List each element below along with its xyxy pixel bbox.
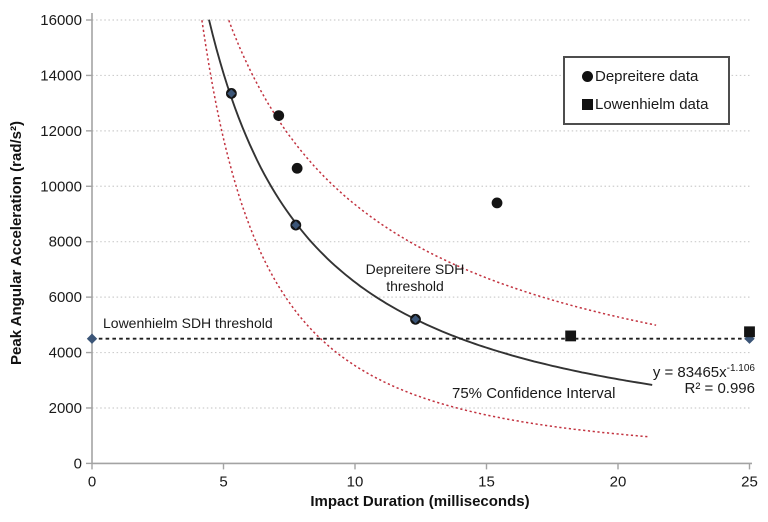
x-axis-label: Impact Duration (milliseconds)	[310, 493, 530, 510]
x-tick-label: 10	[347, 473, 364, 490]
square-marker-icon	[582, 98, 593, 110]
x-tick-label: 15	[478, 473, 495, 490]
y-tick-label: 10000	[40, 178, 82, 195]
x-tick-label: 20	[610, 473, 627, 490]
depreitere-threshold-line1: Depreitere SDH	[365, 261, 465, 277]
data-point-square	[565, 330, 577, 342]
threshold-diamond-marker	[86, 333, 98, 344]
equation-exponent: -1.106	[726, 363, 755, 374]
data-point-circle	[491, 197, 503, 209]
fit-equation-line: y = 83465x-1.106	[592, 361, 755, 381]
y-axis-label: Peak Angular Acceleration (rad/s²)	[8, 121, 25, 365]
fit-point-diamond-overlay	[411, 315, 420, 324]
data-point-circle	[291, 162, 303, 174]
circle-marker-icon	[582, 71, 593, 83]
legend-label-lowenhielm: Lowenhielm data	[595, 95, 709, 113]
x-tick-label: 0	[88, 473, 96, 490]
x-tick-label: 25	[741, 473, 758, 490]
y-tick-label: 12000	[40, 123, 82, 140]
lowenhielm-threshold-annotation: Lowenhielm SDH threshold	[103, 315, 273, 331]
fit-point-diamond-overlay	[291, 220, 301, 230]
fit-curve	[208, 19, 653, 386]
legend-item-lowenhielm: Lowenhielm data	[582, 96, 728, 113]
legend: Depreitere data Lowenhielm data	[563, 56, 730, 125]
confidence-interval-annotation: 75% Confidence Interval	[452, 385, 616, 402]
data-point-circle	[273, 110, 285, 122]
y-tick-label: 2000	[49, 400, 82, 417]
data-point-square	[744, 326, 755, 338]
fit-equation-annotation: y = 83465x-1.106 R² = 0.996	[592, 361, 755, 397]
confidence-interval-curve	[201, 20, 649, 438]
confidence-interval-curve	[228, 20, 657, 326]
fit-point-diamond-overlay	[227, 89, 236, 98]
y-tick-label: 14000	[40, 67, 82, 84]
x-tick-label: 5	[219, 473, 227, 490]
y-tick-label: 6000	[49, 289, 82, 306]
depreitere-threshold-annotation: Depreitere SDH threshold	[339, 261, 491, 295]
y-tick-label: 16000	[40, 12, 82, 29]
y-tick-label: 0	[74, 455, 82, 472]
legend-item-depreitere: Depreitere data	[582, 68, 728, 85]
equation-base: y = 83465x	[652, 364, 727, 381]
y-tick-label: 8000	[49, 234, 82, 251]
y-tick-label: 4000	[49, 345, 82, 362]
depreitere-threshold-line2: threshold	[386, 278, 444, 294]
r-squared-line: R² = 0.996	[684, 380, 755, 397]
legend-label-depreitere: Depreitere data	[595, 68, 699, 86]
